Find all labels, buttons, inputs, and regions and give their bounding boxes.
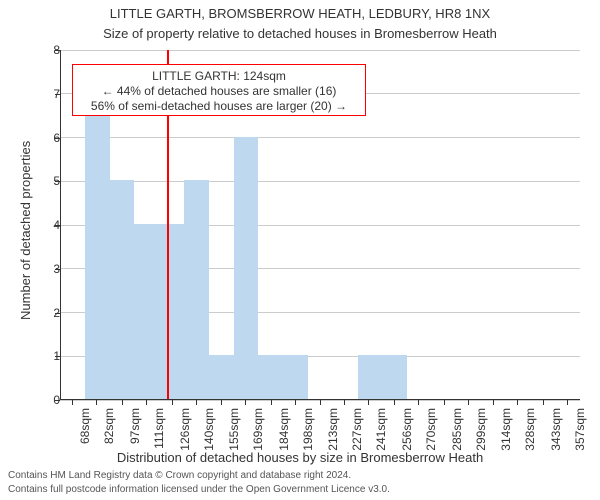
- x-tick-label: 299sqm: [474, 408, 488, 458]
- x-tick-mark: [295, 400, 296, 405]
- y-axis-line: [60, 50, 61, 400]
- x-tick-label: 213sqm: [326, 408, 340, 458]
- chart-stage: LITTLE GARTH, BROMSBERROW HEATH, LEDBURY…: [0, 0, 600, 500]
- x-tick-label: 328sqm: [523, 408, 537, 458]
- x-tick-mark: [368, 400, 369, 405]
- histogram-bar: [209, 355, 234, 400]
- x-tick-label: 198sqm: [301, 408, 315, 458]
- y-tick-label: 6: [8, 131, 60, 145]
- y-tick-label: 8: [8, 43, 60, 57]
- x-ticks: 68sqm 82sqm 97sqm 111sqm 126sqm 140sqm 155sqm 1…: [60, 400, 580, 460]
- x-tick-mark: [493, 400, 494, 405]
- annotation-line: LITTLE GARTH: 124sqm: [77, 69, 361, 84]
- x-tick-mark: [196, 400, 197, 405]
- x-tick-label: 140sqm: [202, 408, 216, 458]
- histogram-bar: [184, 180, 209, 400]
- x-tick-mark: [468, 400, 469, 405]
- histogram-bar: [234, 137, 259, 401]
- y-tick-label: 3: [8, 262, 60, 276]
- x-tick-mark: [172, 400, 173, 405]
- y-tick-label: 4: [8, 218, 60, 232]
- histogram-bar: [134, 224, 159, 400]
- x-tick-label: 111sqm: [152, 408, 166, 458]
- y-ticks: 012345678: [0, 50, 60, 400]
- y-tick-label: 2: [8, 306, 60, 320]
- x-tick-mark: [344, 400, 345, 405]
- x-tick-label: 68sqm: [78, 408, 92, 458]
- footer-line-1: Contains HM Land Registry data © Crown c…: [8, 470, 351, 481]
- histogram-bar: [358, 355, 383, 400]
- y-tick-label: 0: [8, 393, 60, 407]
- x-tick-label: 184sqm: [277, 408, 291, 458]
- x-tick-mark: [245, 400, 246, 405]
- chart-title: LITTLE GARTH, BROMSBERROW HEATH, LEDBURY…: [0, 6, 600, 21]
- x-tick-mark: [271, 400, 272, 405]
- x-tick-label: 343sqm: [549, 408, 563, 458]
- x-tick-label: 241sqm: [374, 408, 388, 458]
- footer-line-2: Contains full postcode information licen…: [8, 484, 390, 495]
- x-tick-mark: [320, 400, 321, 405]
- x-tick-label: 126sqm: [178, 408, 192, 458]
- x-tick-label: 227sqm: [350, 408, 364, 458]
- x-tick-label: 169sqm: [251, 408, 265, 458]
- histogram-bar: [159, 224, 184, 400]
- x-tick-label: 314sqm: [499, 408, 513, 458]
- y-tick-label: 5: [8, 174, 60, 188]
- x-tick-mark: [517, 400, 518, 405]
- x-tick-mark: [394, 400, 395, 405]
- x-tick-label: 155sqm: [227, 408, 241, 458]
- histogram-bar: [258, 355, 283, 400]
- x-tick-mark: [418, 400, 419, 405]
- annotation-box: LITTLE GARTH: 124sqm← 44% of detached ho…: [72, 64, 366, 116]
- chart-subtitle: Size of property relative to detached ho…: [0, 26, 600, 41]
- x-tick-label: 285sqm: [450, 408, 464, 458]
- y-tick-label: 7: [8, 87, 60, 101]
- x-tick-label: 270sqm: [424, 408, 438, 458]
- annotation-line: 56% of semi-detached houses are larger (…: [77, 99, 361, 114]
- y-tick-label: 1: [8, 349, 60, 363]
- x-tick-mark: [96, 400, 97, 405]
- histogram-bar: [110, 180, 135, 400]
- annotation-line: ← 44% of detached houses are smaller (16…: [77, 84, 361, 99]
- x-tick-mark: [543, 400, 544, 405]
- x-tick-mark: [122, 400, 123, 405]
- histogram-bar: [382, 355, 407, 400]
- x-tick-label: 357sqm: [573, 408, 587, 458]
- x-tick-mark: [567, 400, 568, 405]
- x-tick-mark: [146, 400, 147, 405]
- histogram-bar: [85, 93, 110, 400]
- x-tick-label: 97sqm: [128, 408, 142, 458]
- x-tick-mark: [221, 400, 222, 405]
- x-tick-label: 256sqm: [400, 408, 414, 458]
- x-tick-mark: [72, 400, 73, 405]
- histogram-bar: [283, 355, 308, 400]
- x-tick-label: 82sqm: [102, 408, 116, 458]
- x-tick-mark: [444, 400, 445, 405]
